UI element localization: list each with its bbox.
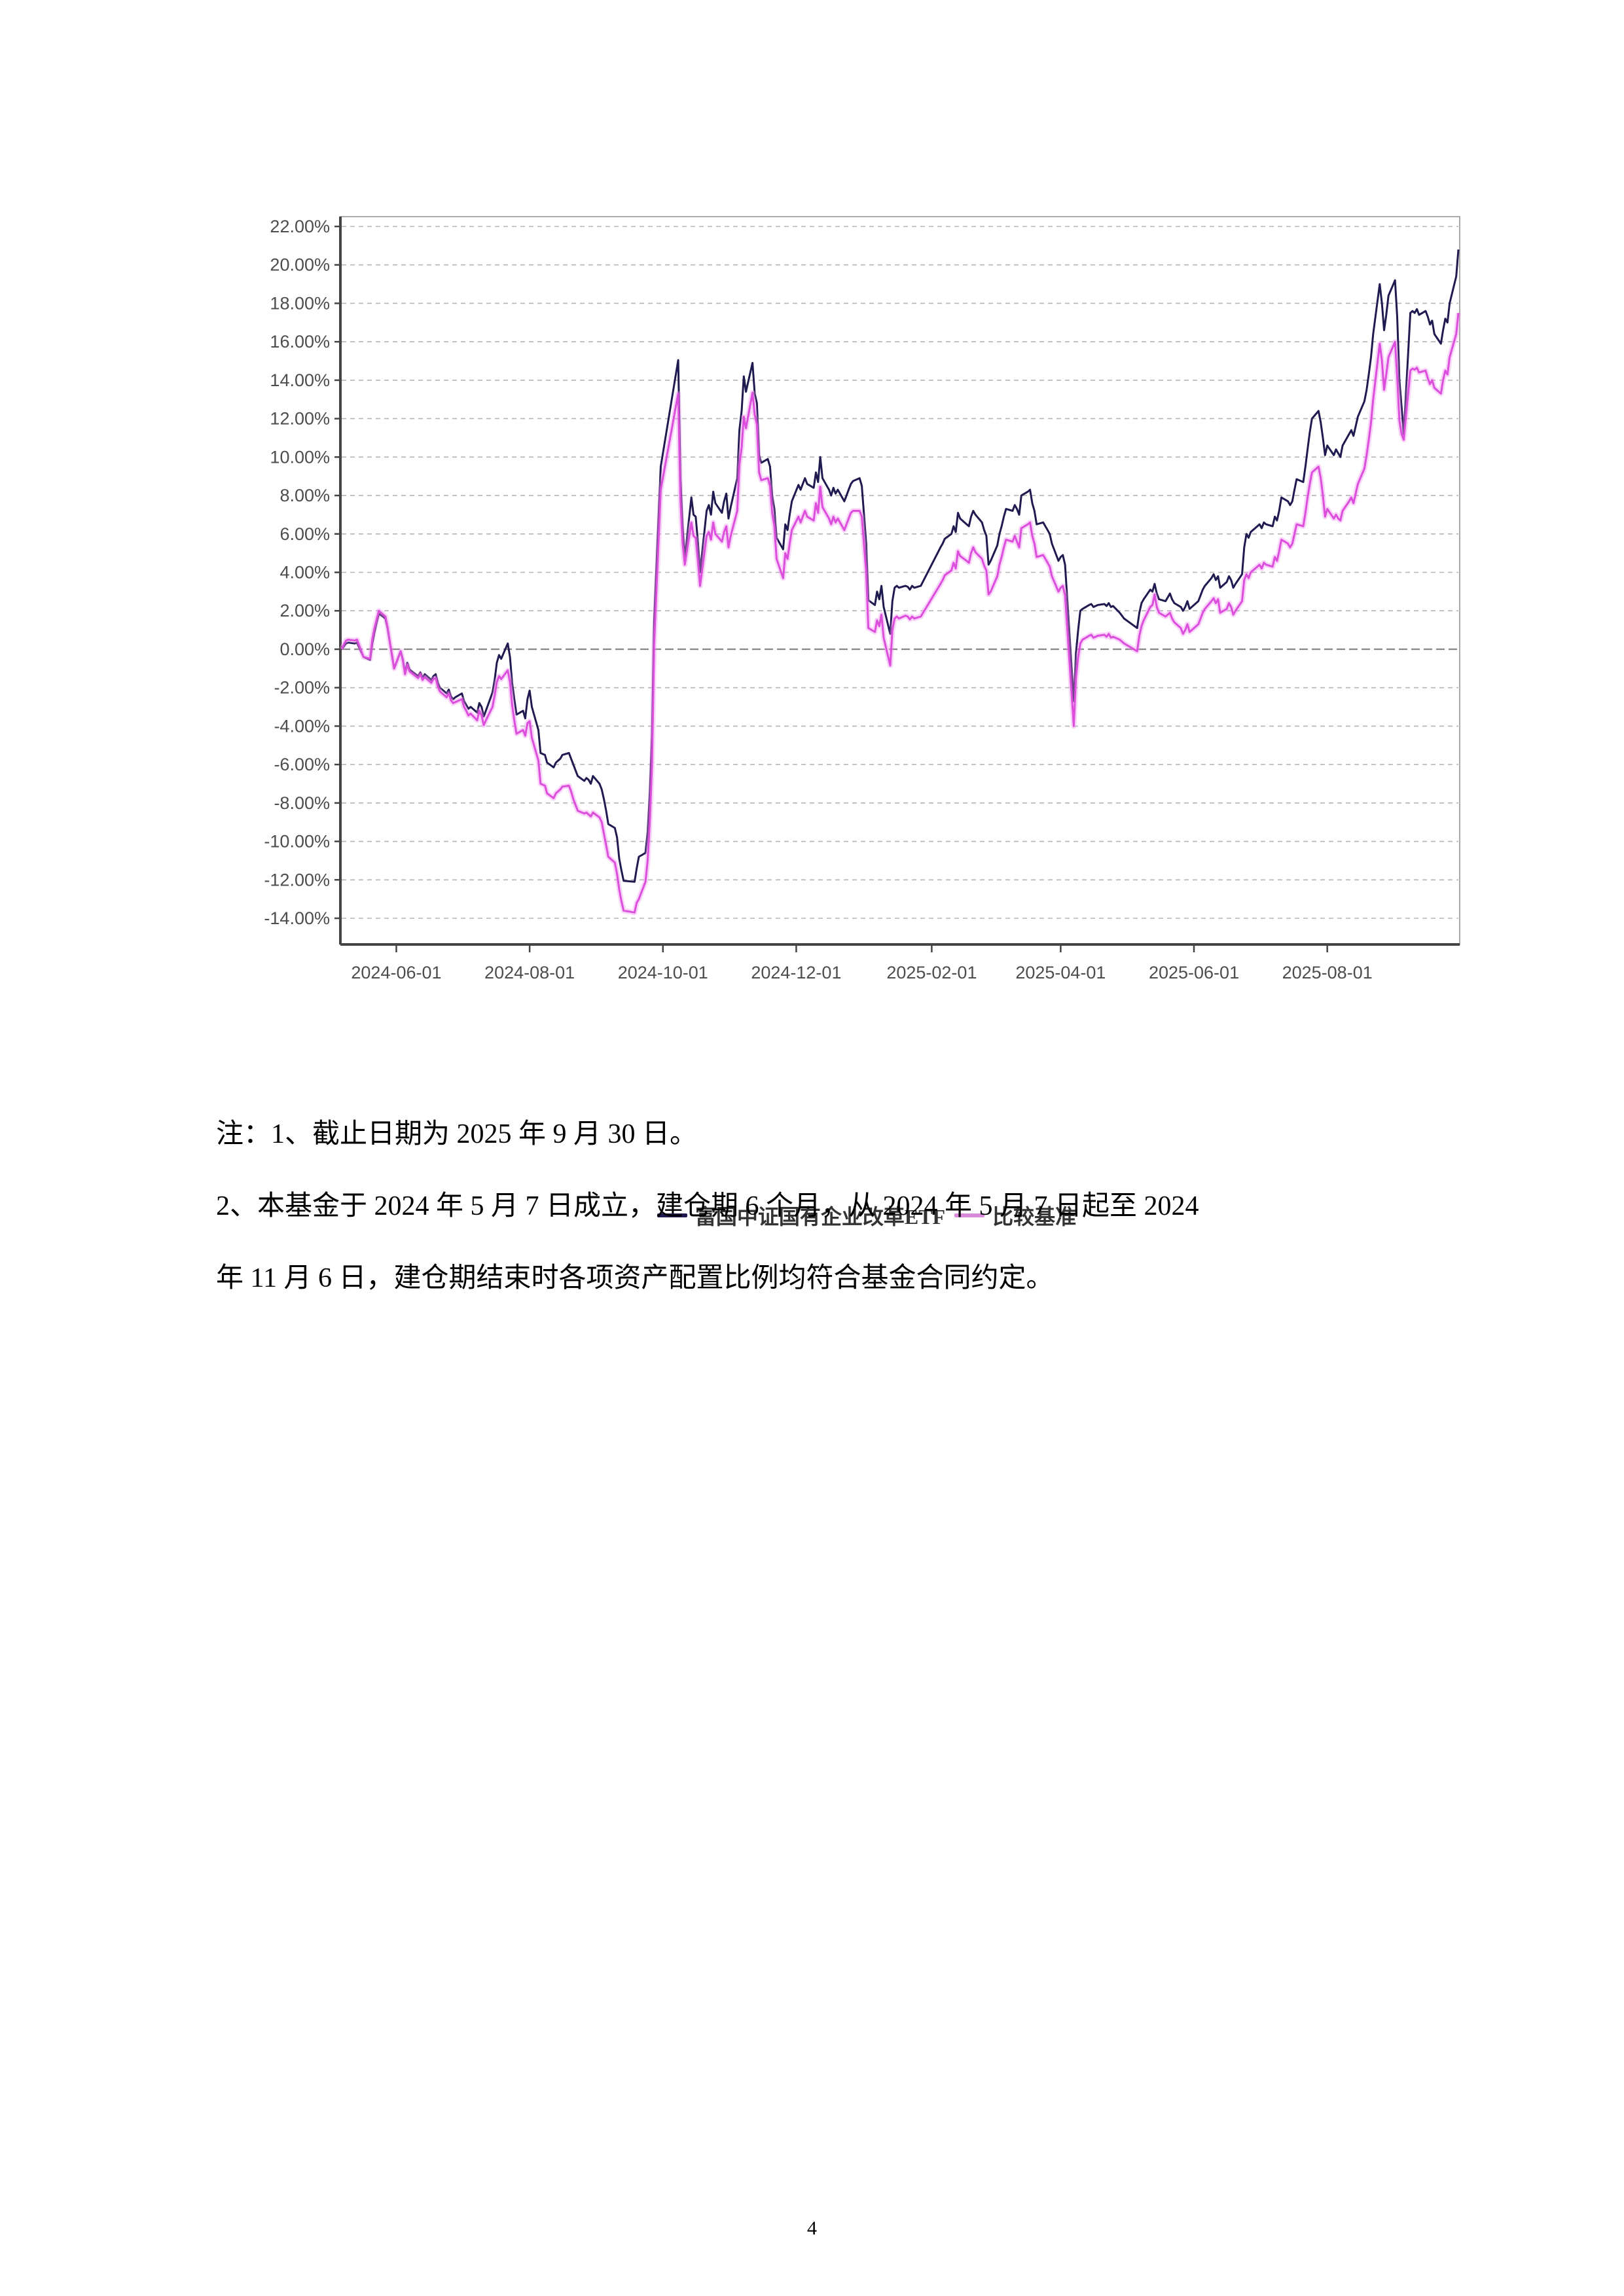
y-tick-label: 6.00%: [280, 524, 330, 544]
page-number: 4: [807, 2217, 817, 2239]
x-tick-label: 2025-02-01: [886, 963, 977, 982]
benchmark-series-line: [340, 312, 1460, 914]
y-tick-label: 8.00%: [280, 486, 330, 505]
gridlines: [342, 226, 1458, 919]
y-tick-label: 4.00%: [280, 563, 330, 583]
note-line-2: 2、本基金于 2024 年 5 月 7 日成立，建仓期 6 个月，从 2024 …: [216, 1191, 1199, 1221]
x-tick-label: 2025-08-01: [1282, 963, 1373, 982]
y-tick-label: -14.00%: [264, 908, 330, 928]
plot-area: [340, 216, 1460, 945]
y-tick-label: 16.00%: [270, 332, 330, 351]
x-tick-label: 2024-06-01: [351, 963, 441, 982]
y-tick-label: 14.00%: [270, 370, 330, 390]
note-line-3: 年 11 月 6 日，建仓期结束时各项资产配置比例均符合基金合同约定。: [216, 1263, 1054, 1293]
performance-chart: 22.00% 20.00% 18.00% 16.00% 14.00% 12.00% 10.0…: [264, 216, 1461, 982]
chart-notes: 注：1、截止日期为 2025 年 9 月 30 日。 2、本基金于 2024 年…: [216, 1098, 1418, 1314]
y-tick-label: 20.00%: [270, 255, 330, 275]
benchmark-line-swatch-icon: [954, 1213, 985, 1217]
performance-chart-figure: 22.00% 20.00% 18.00% 16.00% 14.00% 12.00% 10.0…: [247, 195, 1486, 1230]
x-tick-label: 2024-12-01: [751, 963, 841, 982]
legend-item-fund: 富国中证国有企业改革ETF: [657, 1200, 945, 1230]
x-tick-label: 2025-06-01: [1149, 963, 1239, 982]
y-tick-label: -12.00%: [264, 870, 330, 889]
y-tick-label: 22.00%: [270, 217, 330, 236]
y-tick-label: -10.00%: [264, 832, 330, 852]
y-tick-label: -6.00%: [274, 755, 330, 774]
legend-fund-label: 富国中证国有企业改革ETF: [695, 1205, 946, 1229]
y-tick-label: 2.00%: [280, 601, 330, 620]
x-tick-label: 2025-04-01: [1015, 963, 1106, 982]
y-axis-ticks: 22.00% 20.00% 18.00% 16.00% 14.00% 12.00% 10.0…: [264, 217, 340, 928]
chart-legend: 富国中证国有企业改革ETF 比较基准: [247, 1200, 1486, 1230]
y-tick-label: -4.00%: [274, 716, 330, 736]
legend-item-benchmark: 比较基准: [954, 1200, 1076, 1230]
y-tick-label: -2.00%: [274, 678, 330, 698]
y-tick-label: -8.00%: [274, 793, 330, 813]
y-tick-label: 0.00%: [280, 639, 330, 659]
x-tick-label: 2024-08-01: [484, 963, 575, 982]
y-tick-label: 10.00%: [270, 447, 330, 467]
fund-line-swatch-icon: [657, 1213, 687, 1217]
fund-series-line: [340, 249, 1460, 883]
x-tick-label: 2024-10-01: [618, 963, 708, 982]
legend-benchmark-label: 比较基准: [992, 1205, 1077, 1229]
note-line-1: 注：1、截止日期为 2025 年 9 月 30 日。: [216, 1119, 698, 1149]
y-tick-label: 18.00%: [270, 293, 330, 313]
x-axis-ticks: 2024-06-01 2024-08-01 2024-10-01 2024-12-01…: [351, 944, 1373, 982]
y-tick-label: 12.00%: [270, 409, 330, 429]
